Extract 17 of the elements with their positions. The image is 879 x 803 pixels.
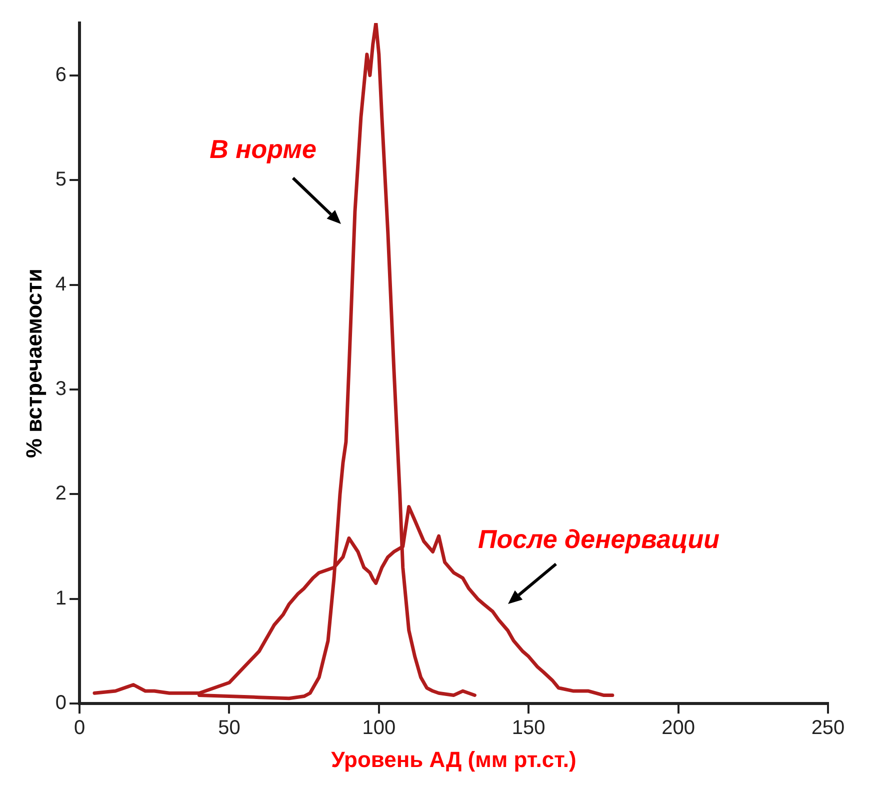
y-tick-label: 6 (55, 64, 67, 86)
x-tick-label: 50 (218, 717, 240, 740)
annotation: После денервации (478, 524, 720, 554)
annotation: В норме (210, 134, 316, 164)
y-tick-label: 4 (55, 273, 67, 296)
x-tick-label: 0 (74, 717, 86, 740)
y-tick-label: 0 (55, 692, 67, 714)
x-tick-label: 150 (512, 717, 546, 740)
y-tick-label: 1 (55, 587, 67, 610)
y-tick-label: 3 (55, 378, 67, 400)
x-tick-label: 250 (811, 717, 845, 740)
x-tick-label: 100 (362, 717, 396, 740)
y-axis-title: % встречаемости (21, 268, 46, 458)
y-tick-label: 5 (55, 168, 67, 191)
x-axis-title: Уровень АД (мм рт.ст.) (331, 746, 576, 772)
x-tick-label: 200 (662, 717, 695, 740)
y-tick-label: 2 (55, 482, 67, 505)
